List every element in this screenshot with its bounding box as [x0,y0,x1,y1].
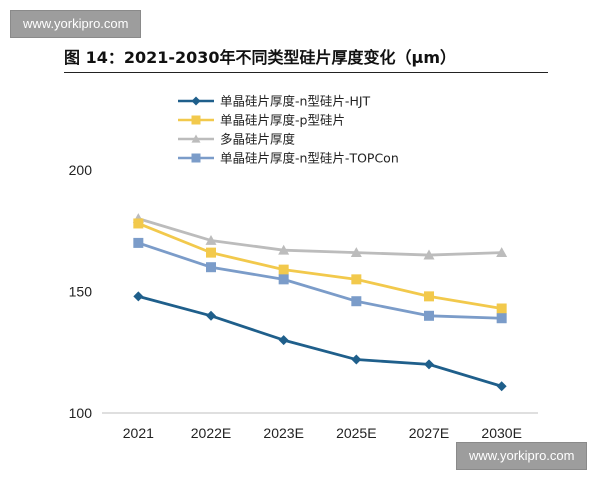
data-point [133,237,144,248]
y-tick-label: 100 [69,405,93,421]
y-tick-label: 150 [69,284,93,300]
y-tick-label: 200 [69,162,93,178]
data-point [206,310,216,321]
data-point [278,264,289,275]
series-line [137,241,502,320]
data-point [496,313,507,324]
data-point [278,274,289,285]
data-point [205,234,217,245]
data-point [496,381,507,392]
series-line [137,217,502,257]
data-point [423,249,435,260]
data-point [278,244,290,255]
x-tick-label: 2023E [263,425,303,441]
data-point [191,153,201,163]
data-point [206,262,216,273]
x-tick-label: 2025E [336,425,376,441]
data-point [191,115,201,125]
series-line [137,295,503,388]
data-point [191,96,201,106]
legend-label: 单晶硅片厚度-n型硅片-TOPCon [220,151,399,166]
legend-label: 多晶硅片厚度 [220,132,296,147]
chart-title: 图 14：2021-2030年不同类型硅片厚度变化（μm） [64,48,456,67]
data-point [133,291,144,302]
data-point [351,274,362,285]
data-point [278,335,289,346]
data-point [424,359,434,370]
data-point [424,291,434,302]
legend-label: 单晶硅片厚度-n型硅片-HJT [220,94,371,109]
x-tick-label: 2030E [481,425,521,441]
data-point [133,218,144,229]
title-divider [64,72,548,73]
x-tick-label: 2027E [409,425,449,441]
legend-label: 单晶硅片厚度-p型硅片 [220,113,345,128]
data-point [496,303,507,314]
data-point [191,134,201,143]
watermark-top: www.yorkipro.com [10,10,142,38]
x-tick-label: 2022E [191,425,231,441]
data-point [206,247,216,258]
data-point [350,247,362,258]
data-point [496,247,508,258]
data-point [351,354,362,365]
series-line [137,222,502,310]
watermark-bottom: www.yorkipro.com [456,442,588,470]
data-point [424,310,434,321]
x-tick-label: 2021 [123,425,154,441]
data-point [351,296,362,307]
